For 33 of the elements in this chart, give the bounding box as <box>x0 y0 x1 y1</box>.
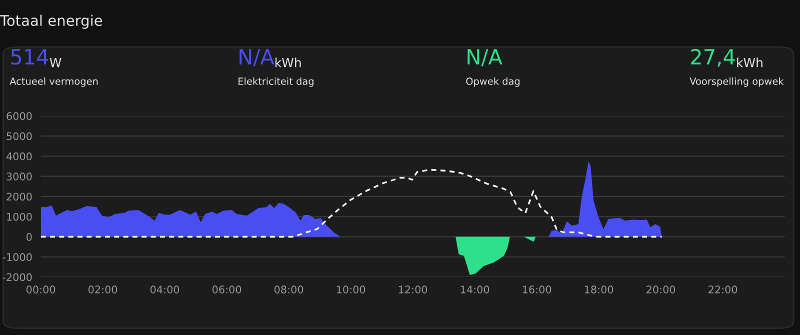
x-tick-label: 14:00 <box>460 286 490 294</box>
x-tick-label: 16:00 <box>522 286 552 294</box>
y-tick-label: 0 <box>26 232 32 241</box>
text: N/A <box>240 49 274 66</box>
x-tick-label: 18:00 <box>584 286 614 294</box>
text: 514 <box>11 49 48 65</box>
x-tick-label: 22:00 <box>708 286 738 294</box>
chart-title: Totaal energie <box>0 14 102 29</box>
text: 27,4 <box>691 48 735 67</box>
text: Opwek dag <box>466 77 520 87</box>
y-tick-label: -2000 <box>2 273 32 282</box>
x-tick-label: 12:00 <box>398 286 428 294</box>
x-tick-label: 02:00 <box>88 286 118 294</box>
text: Voorspelling opwek <box>690 77 784 87</box>
x-tick-label: 08:00 <box>274 286 304 294</box>
text: W <box>50 58 62 68</box>
y-tick-label: 2000 <box>6 192 32 201</box>
text: N/A <box>468 49 502 66</box>
x-tick-label: 10:00 <box>336 286 366 294</box>
x-tick-label: 04:00 <box>150 286 180 294</box>
x-tick-label: 20:00 <box>646 286 676 294</box>
text: kWh <box>737 58 762 68</box>
x-tick-label: 06:00 <box>212 286 242 294</box>
y-tick-label: 3000 <box>6 172 32 180</box>
y-tick-label: 4000 <box>6 152 32 160</box>
y-tick-label: -1000 <box>2 253 32 262</box>
x-tick-label: 00:00 <box>26 286 56 294</box>
y-tick-label: 1000 <box>7 212 32 221</box>
y-tick-label: 6000 <box>6 112 32 120</box>
text: Actueel vermogen <box>10 77 98 87</box>
text: kWh <box>275 58 301 68</box>
text: Elektriciteit dag <box>238 77 314 87</box>
y-tick-label: 5000 <box>6 132 32 140</box>
